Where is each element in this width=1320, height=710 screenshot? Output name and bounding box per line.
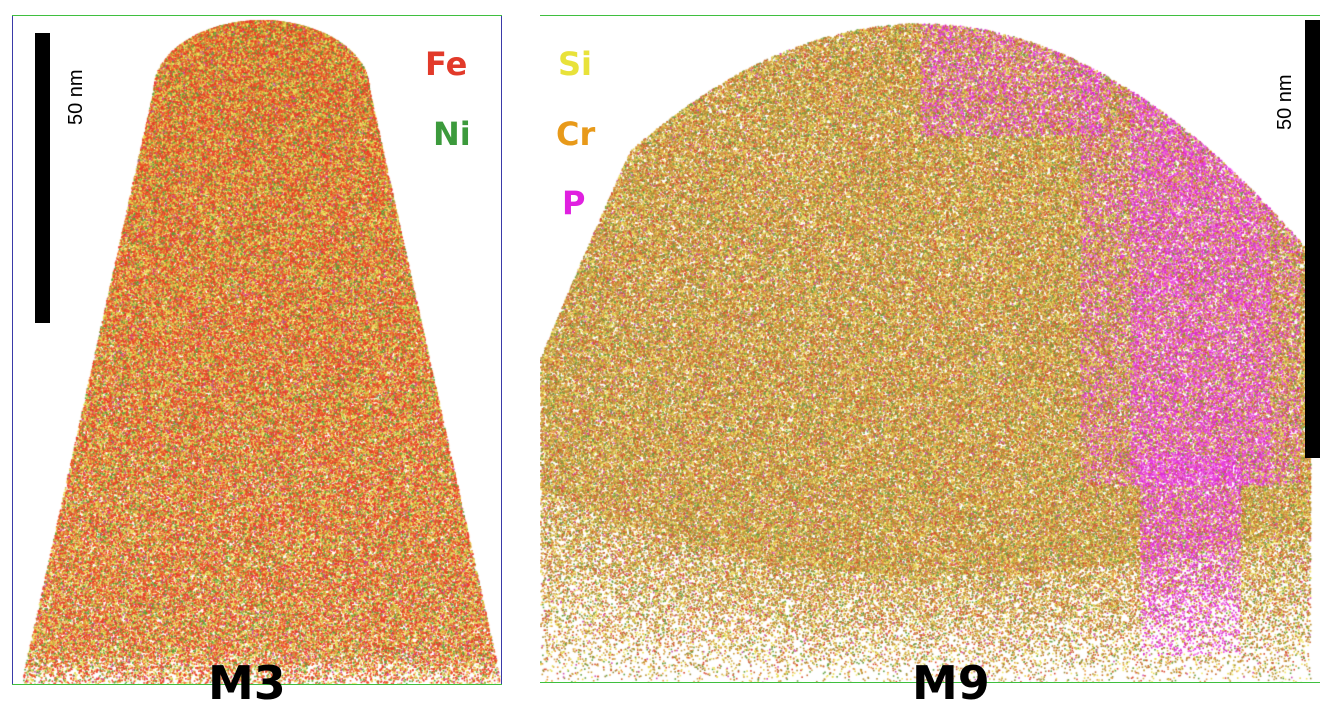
atom-map-panel-m9: 50 nm Si Cr P	[540, 15, 1320, 683]
sample-label-m9: M9	[912, 656, 990, 710]
sample-label-m3: M3	[208, 656, 286, 710]
frame-bottom-edge	[12, 684, 502, 685]
legend-p-label: P	[562, 184, 586, 222]
frame-top-edge	[540, 15, 1320, 16]
legend-ni-label: Ni	[433, 115, 471, 153]
atom-map-m3	[13, 15, 501, 685]
atom-map-panel-m3: 50 nm Fe Ni	[12, 15, 502, 685]
scale-bar-label-m3: 50 nm	[65, 69, 87, 125]
scale-bar-label-m9: 50 nm	[1274, 74, 1296, 130]
scale-bar-m9	[1305, 20, 1320, 458]
legend-si-label: Si	[558, 45, 593, 83]
legend-fe-label: Fe	[425, 45, 468, 83]
legend-cr-label: Cr	[556, 115, 596, 153]
scale-bar-m3	[35, 33, 50, 323]
frame-top-edge	[12, 15, 502, 16]
frame-bottom-edge	[540, 682, 1320, 683]
atom-map-m9	[540, 15, 1320, 683]
